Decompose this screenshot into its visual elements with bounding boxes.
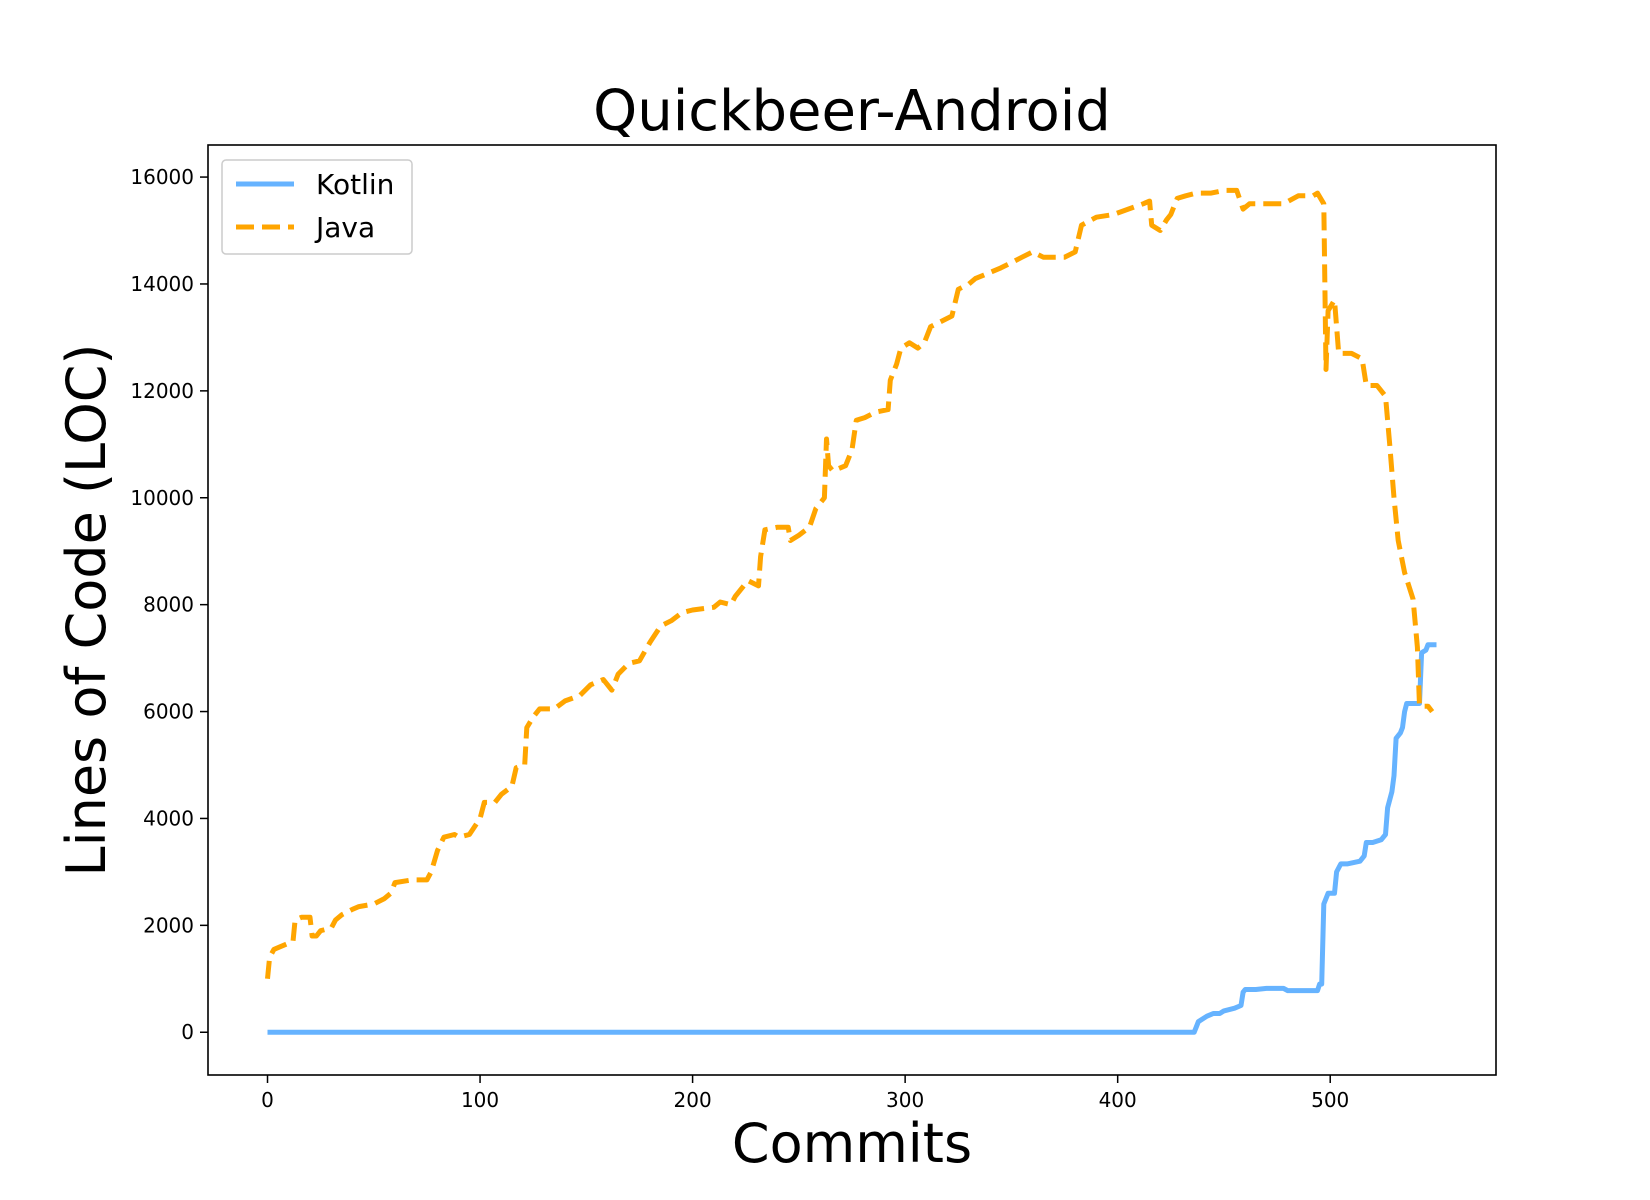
x-tick-label: 400 [1099,1088,1137,1112]
legend-label-kotlin: Kotlin [316,168,394,201]
chart-title: Quickbeer-Android [593,79,1111,144]
y-tick-label: 16000 [130,165,194,189]
y-axis: 0 2000 4000 6000 8000 10000 12000 14000 16000 [130,165,208,1044]
series-line-java [265,187,1435,980]
x-tick-label: 300 [886,1088,924,1112]
x-axis: 0 100 200 300 400 500 [261,1075,1349,1112]
x-tick-label: 0 [261,1088,274,1112]
y-tick-label: 6000 [143,700,194,724]
x-tick-label: 100 [461,1088,499,1112]
y-tick-label: 12000 [130,379,194,403]
y-tick-label: 4000 [143,806,194,830]
x-axis-label: Commits [732,1112,972,1175]
y-tick-label: 2000 [143,913,194,937]
legend: Kotlin Java [221,159,413,255]
x-tick-label: 200 [674,1088,712,1112]
x-tick-label: 500 [1311,1088,1349,1112]
legend-label-java: Java [314,211,375,244]
plot-frame [207,144,1497,1076]
y-tick-label: 10000 [130,486,194,510]
y-tick-label: 14000 [130,272,194,296]
y-tick-label: 0 [181,1020,194,1044]
y-axis-label: Lines of Code (LOC) [55,344,118,877]
plot-area [265,187,1437,1035]
y-tick-label: 8000 [143,593,194,617]
series-line-kotlin [267,642,1437,1035]
